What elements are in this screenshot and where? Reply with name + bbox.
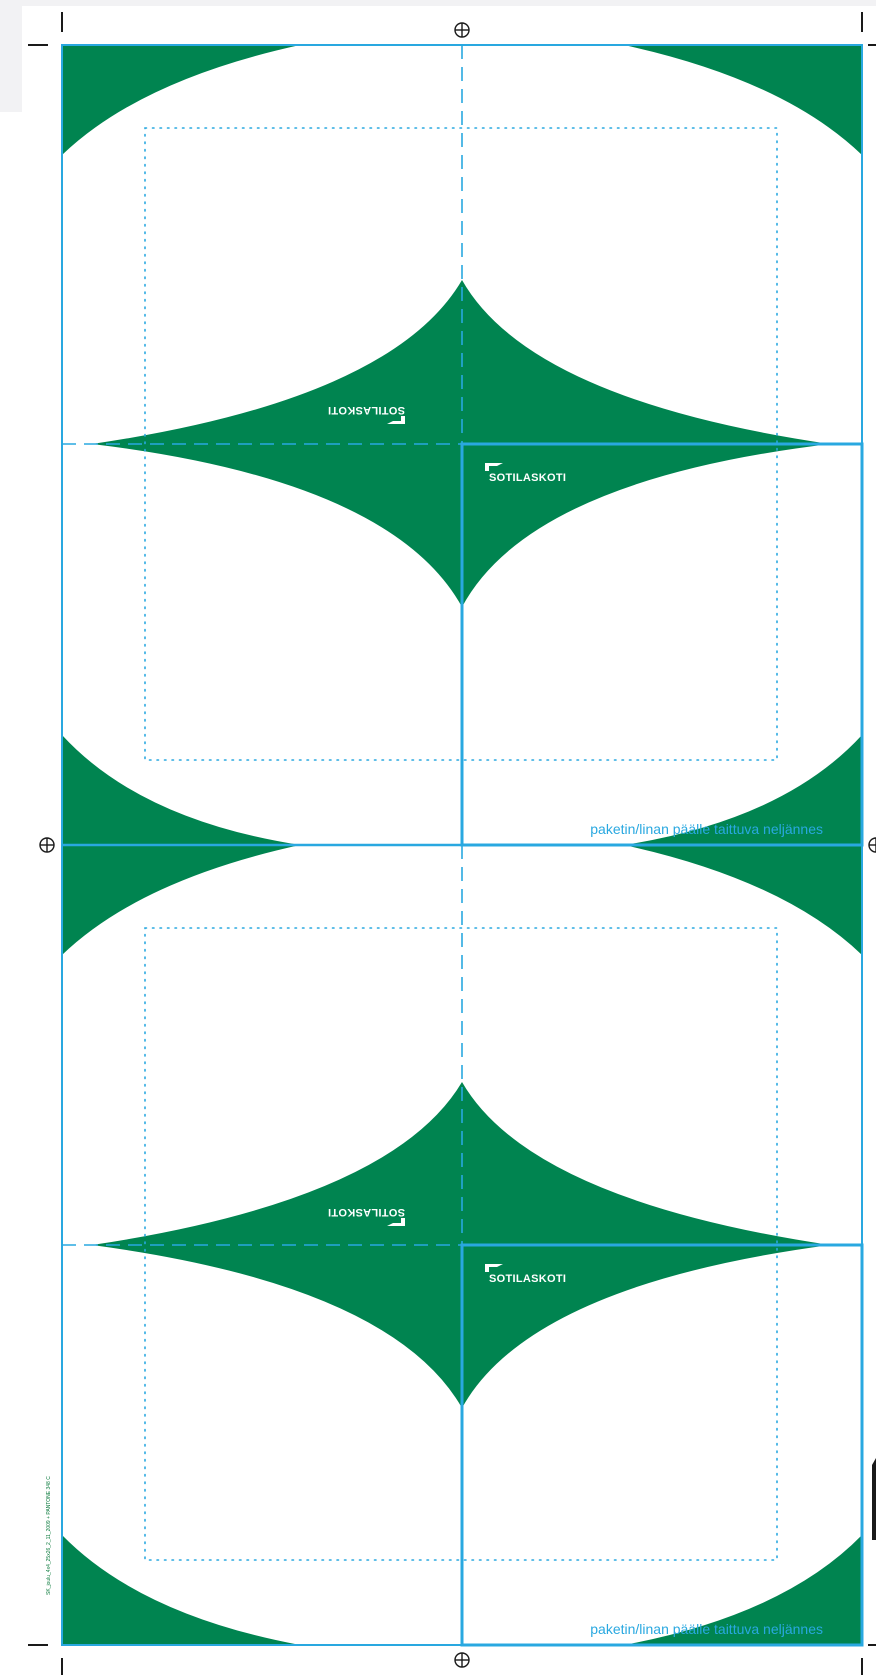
brand-logo-bottom-mirrored: SOTILASKOTI — [328, 1206, 405, 1226]
fold-caption-top: paketin/linan päälle taittuva neljännes — [590, 821, 823, 837]
green-corner-bottom-left-2 — [62, 1535, 300, 1645]
brand-logo-bottom: SOTILASKOTI — [485, 1264, 566, 1285]
green-corner-top-left — [62, 45, 300, 155]
brand-logo-text: SOTILASKOTI — [328, 1206, 405, 1218]
green-corner-top-right — [624, 45, 862, 155]
fold-caption-bottom: paketin/linan päälle taittuva neljännes — [590, 1621, 823, 1637]
crop-marks — [28, 12, 876, 1675]
green-corner-bottom-right — [624, 735, 862, 845]
safe-area-top — [144, 127, 778, 761]
partial-glyph-right-edge — [872, 1458, 876, 1540]
logo-flag-icon — [485, 463, 503, 471]
green-corner-bottom-left — [62, 735, 300, 845]
brand-logo-text: SOTILASKOTI — [489, 1273, 566, 1285]
brand-logo-top-mirrored: SOTILASKOTI — [328, 404, 405, 424]
brand-logo-top: SOTILASKOTI — [485, 463, 566, 484]
fold-quarter-bottom — [460, 1243, 864, 1647]
brand-logo-text: SOTILASKOTI — [328, 404, 405, 416]
app-top-strip — [22, 0, 876, 6]
green-corner-top-right-2 — [624, 845, 862, 955]
registration-mark-bottom — [454, 1652, 470, 1668]
registration-mark-right — [868, 837, 876, 853]
registration-mark-left — [39, 837, 55, 853]
logo-flag-icon — [387, 416, 405, 424]
green-corner-top-left-2 — [62, 845, 300, 955]
logo-flag-icon — [485, 1264, 503, 1272]
safe-area-bottom — [144, 927, 778, 1561]
registration-mark-top — [454, 22, 470, 38]
brand-logo-text: SOTILASKOTI — [489, 472, 566, 484]
green-corner-bottom-right-2 — [624, 1535, 862, 1645]
print-spec-label: SK_joulu_4x4_25x26_2_11_2009 + PANTONE 3… — [46, 1476, 52, 1595]
logo-flag-icon — [387, 1218, 405, 1226]
app-corner-tab — [0, 0, 22, 112]
